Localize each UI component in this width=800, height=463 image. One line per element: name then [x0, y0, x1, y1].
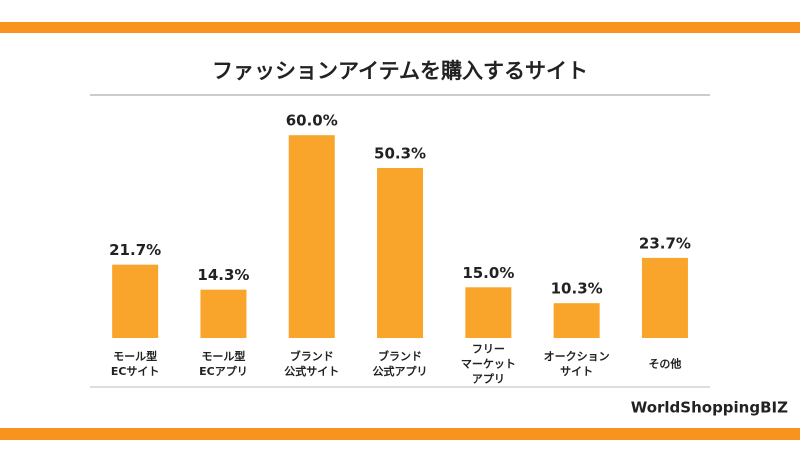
bar — [553, 303, 600, 338]
value-label: 10.3% — [551, 280, 603, 298]
x-tick-label: マーケット — [461, 358, 516, 371]
logo: WorldShoppingBIZ — [631, 399, 788, 417]
value-label: 14.3% — [197, 266, 249, 284]
bar — [112, 264, 159, 338]
x-tick-label: ブランド — [290, 349, 334, 363]
x-tick-label: サイト — [560, 365, 593, 378]
x-tick-label: ECサイト — [111, 365, 160, 378]
bar — [377, 167, 424, 338]
bar — [465, 287, 512, 338]
bottom-band — [0, 428, 800, 440]
x-tick-label: アプリ — [472, 372, 505, 386]
chart-title: ファッションアイテムを購入するサイト — [212, 59, 588, 83]
x-tick-label: フリー — [472, 343, 505, 356]
value-label: 60.0% — [286, 112, 338, 130]
x-tick-label: その他 — [648, 357, 681, 371]
value-label: 50.3% — [374, 144, 426, 162]
value-label: 15.0% — [462, 264, 514, 282]
x-tick-label: オークション — [544, 350, 610, 363]
x-tick-label: 公式アプリ — [373, 364, 428, 378]
value-label: 21.7% — [109, 241, 161, 259]
x-tick-label: ブランド — [378, 349, 422, 363]
bar — [288, 135, 335, 338]
x-tick-label: ECアプリ — [199, 364, 248, 378]
x-tick-label: モール型 — [201, 349, 245, 363]
value-label: 23.7% — [639, 234, 691, 252]
bar — [200, 289, 247, 338]
bar — [641, 257, 688, 338]
x-tick-label: 公式サイト — [284, 364, 339, 378]
x-tick-label: モール型 — [113, 349, 157, 363]
top-band — [0, 22, 800, 33]
